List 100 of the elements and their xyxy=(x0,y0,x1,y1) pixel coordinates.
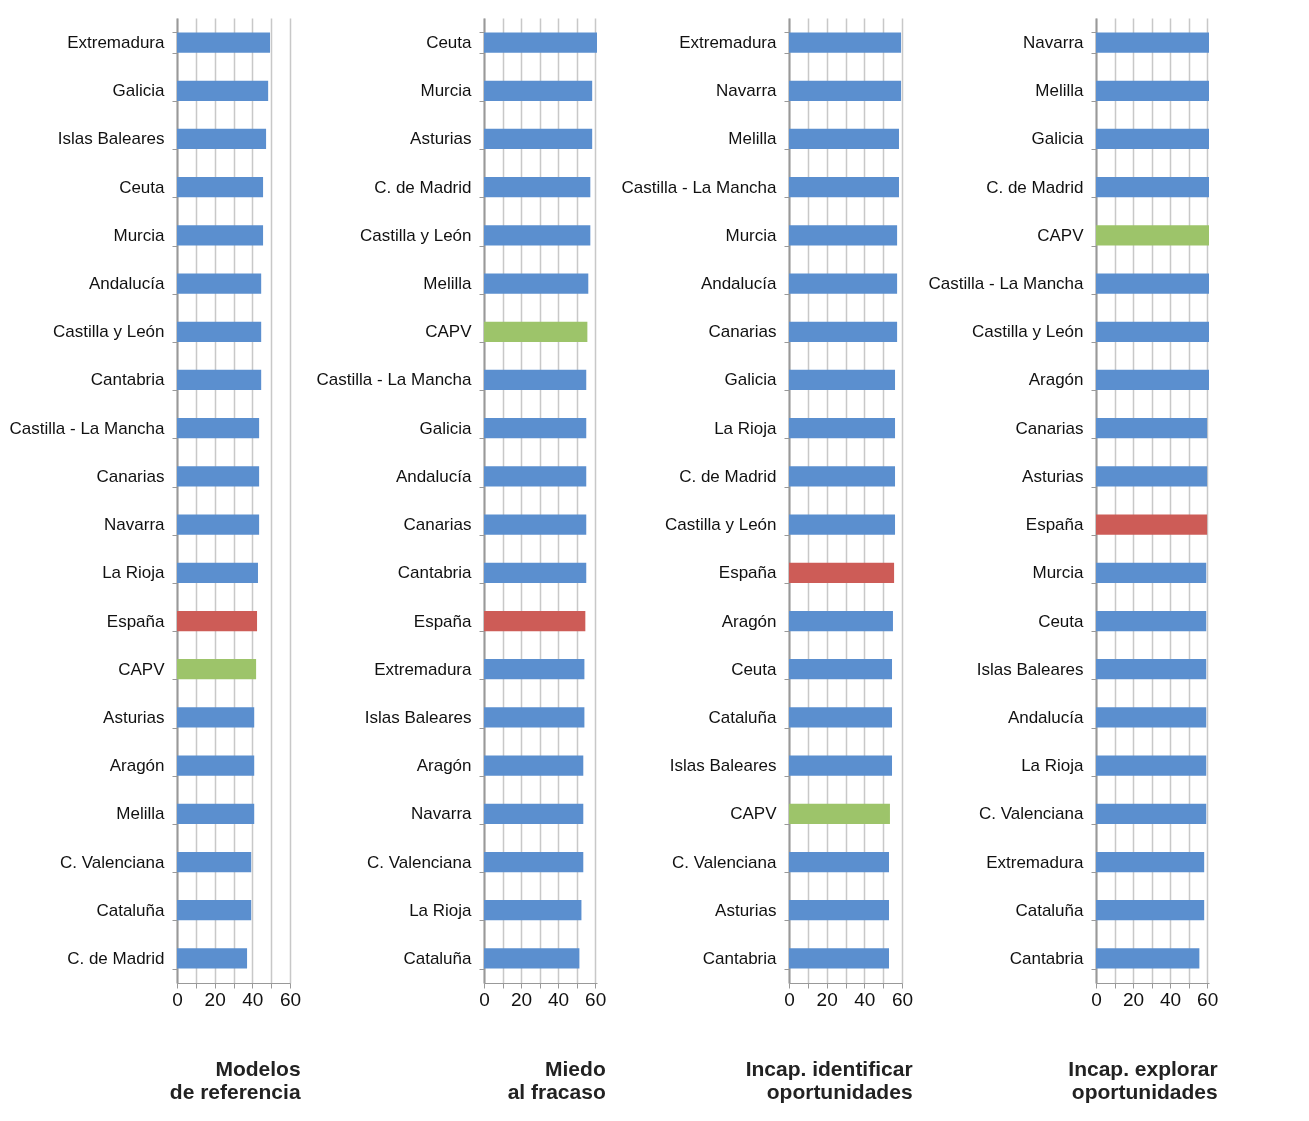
y-tick-label: Cataluña xyxy=(708,707,778,727)
y-tick-label: Cantabria xyxy=(1009,948,1085,968)
y-tick-label: La Rioja xyxy=(1021,756,1085,776)
bar xyxy=(177,321,262,342)
y-tick-label: Andalucía xyxy=(395,466,473,486)
bar xyxy=(177,803,255,824)
bar xyxy=(177,562,258,583)
y-tick-label: C. Valenciana xyxy=(978,804,1085,824)
bar xyxy=(789,851,890,873)
y-tick-label: Ceuta xyxy=(426,33,473,53)
y-tick-label: Castilla - La Mancha xyxy=(316,370,473,390)
y-tick-label: Canarias xyxy=(1015,418,1084,438)
x-tick-label: 60 xyxy=(585,988,607,1010)
bar xyxy=(177,514,260,535)
y-tick-label: Melilla xyxy=(423,274,473,294)
bar xyxy=(789,128,899,150)
bar xyxy=(177,707,255,728)
bar xyxy=(789,32,902,53)
y-tick-label: Islas Baleares xyxy=(669,756,777,776)
y-tick-label: La Rioja xyxy=(714,418,778,438)
x-tick-label: 20 xyxy=(510,988,533,1010)
x-tick-label: 40 xyxy=(548,988,570,1010)
bar xyxy=(177,177,264,198)
y-tick-label: C. de Madrid xyxy=(986,177,1084,197)
bar xyxy=(789,900,890,921)
bar xyxy=(484,32,597,53)
y-tick-label: Islas Baleares xyxy=(57,129,165,149)
bar xyxy=(789,177,899,198)
bar xyxy=(789,514,896,535)
x-tick-label: 0 xyxy=(172,988,183,1010)
y-tick-label: Navarra xyxy=(411,804,473,824)
x-tick-label: 40 xyxy=(854,988,876,1010)
x-tick-label: 0 xyxy=(479,988,490,1010)
y-tick-label: C. Valenciana xyxy=(59,852,166,872)
bar xyxy=(789,225,898,246)
y-tick-label: Castilla - La Mancha xyxy=(621,177,778,197)
bar xyxy=(484,273,589,294)
y-tick-label: Castilla y León xyxy=(971,322,1084,342)
bar xyxy=(177,32,271,53)
y-tick-label: Andalucía xyxy=(700,274,778,294)
x-tick-label: 60 xyxy=(1197,988,1219,1010)
y-tick-label: Extremadura xyxy=(679,33,778,53)
y-tick-label: Cantabria xyxy=(90,370,166,390)
bar xyxy=(484,948,580,969)
bar xyxy=(177,273,262,294)
y-tick-label: España xyxy=(718,563,778,583)
bar xyxy=(177,225,264,246)
bar xyxy=(789,948,890,969)
x-tick-label: 40 xyxy=(1160,988,1182,1010)
bar xyxy=(177,948,248,969)
text: Incap. identificar oportunidades xyxy=(745,1057,913,1103)
bar xyxy=(177,128,267,150)
bar xyxy=(484,369,587,391)
y-tick-label: C. de Madrid xyxy=(679,466,777,486)
bar xyxy=(484,562,587,583)
bar xyxy=(484,466,587,487)
y-tick-label: Asturias xyxy=(410,129,472,149)
bar xyxy=(177,755,255,776)
y-tick-label: Galicia xyxy=(1031,129,1085,149)
y-tick-label: Melilla xyxy=(116,804,166,824)
bar xyxy=(484,851,584,873)
bar xyxy=(177,418,260,439)
y-tick-label: Canarias xyxy=(96,466,165,486)
bar xyxy=(789,610,893,632)
y-tick-label: Castilla y León xyxy=(664,515,777,535)
bar xyxy=(484,225,591,246)
bar xyxy=(789,321,898,342)
y-tick-label: Murcia xyxy=(725,225,778,245)
y-tick-label: Asturias xyxy=(103,707,165,727)
x-tick-label: 0 xyxy=(1091,988,1102,1010)
y-tick-label: Andalucía xyxy=(1007,707,1085,727)
bar xyxy=(484,418,587,439)
y-tick-label: CAPV xyxy=(425,322,473,342)
y-tick-label: Galicia xyxy=(419,418,473,438)
y-tick-label: Asturias xyxy=(715,900,777,920)
y-tick-label: Aragón xyxy=(1028,370,1084,390)
y-tick-label: Navarra xyxy=(1023,33,1085,53)
y-tick-label: Murcia xyxy=(1032,563,1085,583)
bar xyxy=(177,369,262,391)
bar xyxy=(789,562,895,583)
bar xyxy=(484,128,593,150)
bar xyxy=(789,80,902,101)
bar xyxy=(177,900,252,921)
y-tick-label: Melilla xyxy=(1035,81,1085,101)
bar xyxy=(789,803,890,824)
y-tick-label: Cantabria xyxy=(397,563,473,583)
y-tick-label: Ceuta xyxy=(1038,611,1085,631)
y-tick-label: España xyxy=(1025,515,1085,535)
y-tick-label: Aragón xyxy=(109,756,165,776)
text: Miedo al fracaso xyxy=(507,1057,606,1103)
y-tick-label: CAPV xyxy=(1037,225,1085,245)
bar xyxy=(789,369,896,391)
bar xyxy=(484,803,584,824)
text: Modelos de referencia xyxy=(169,1057,301,1103)
x-tick-label: 60 xyxy=(279,988,302,1010)
y-tick-label: Canarias xyxy=(403,515,472,535)
bar xyxy=(484,80,593,101)
x-tick-label: 20 xyxy=(816,988,838,1010)
y-tick-label: C. Valenciana xyxy=(366,852,473,872)
bar xyxy=(789,273,898,294)
